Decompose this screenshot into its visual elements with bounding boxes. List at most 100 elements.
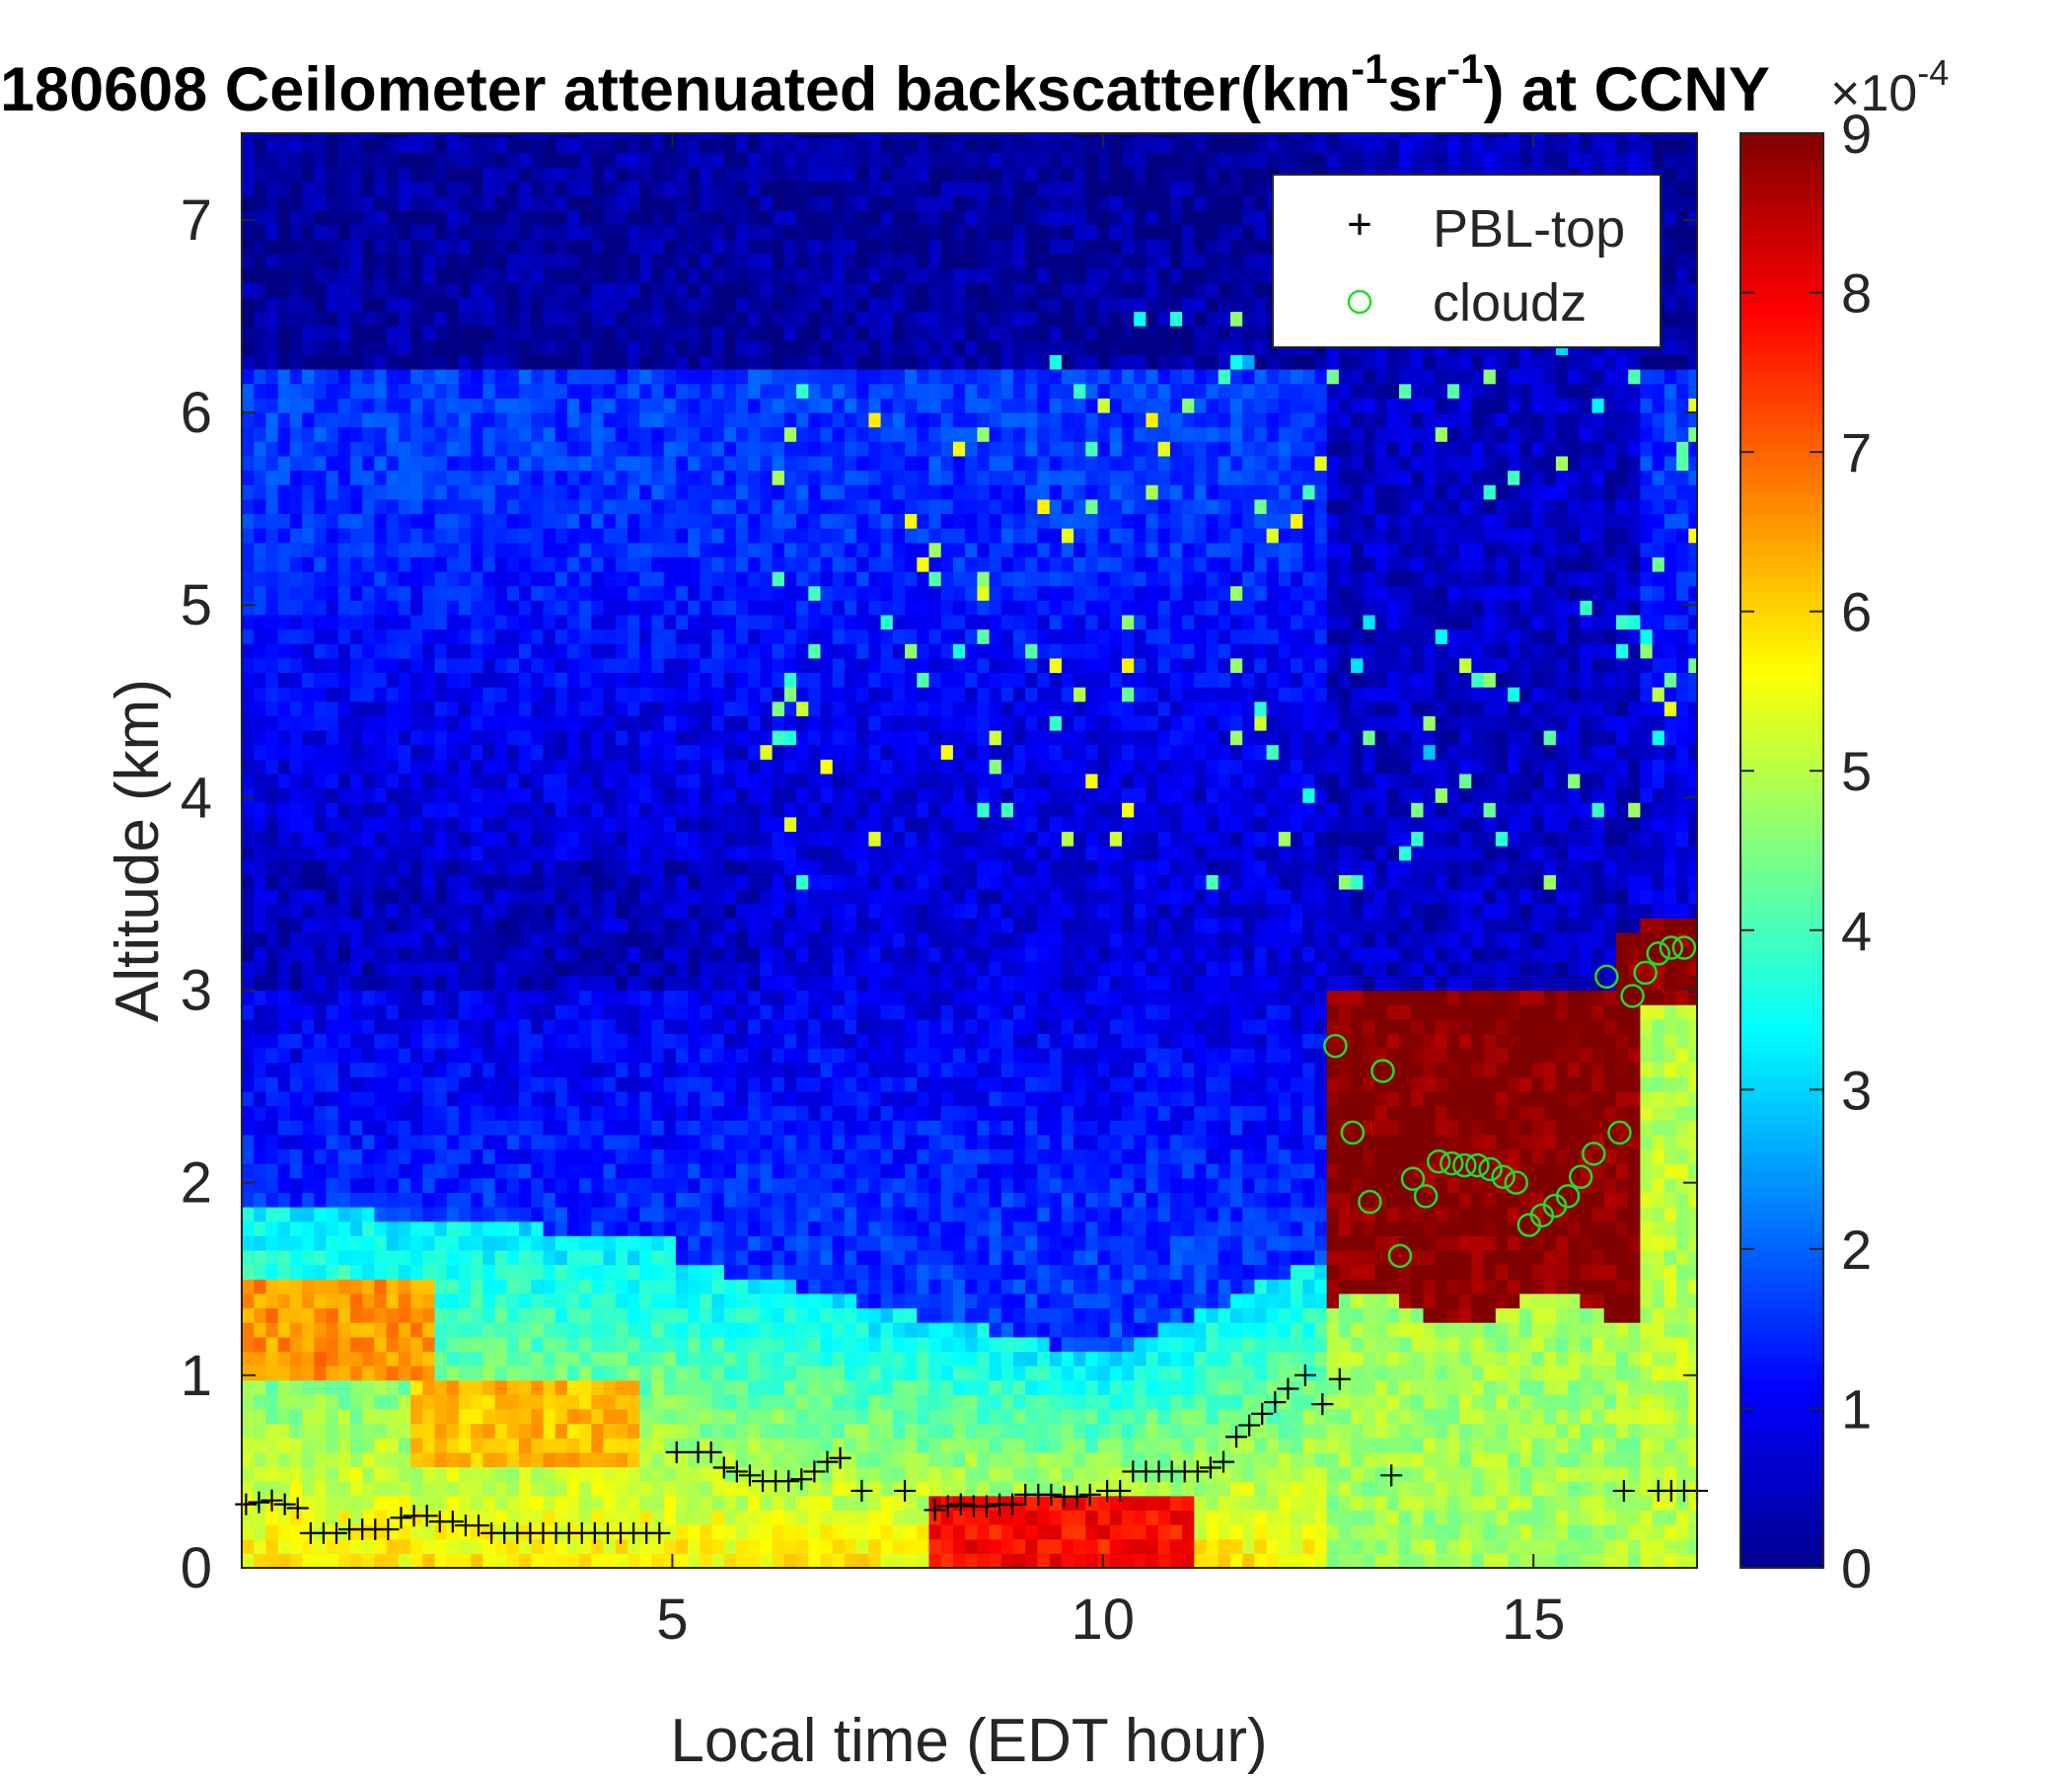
heatmap-cell xyxy=(242,1524,255,1540)
heatmap-cell xyxy=(531,1018,545,1034)
heatmap-cell xyxy=(723,1163,737,1179)
heatmap-cell xyxy=(362,1264,375,1280)
heatmap-cell xyxy=(531,946,545,962)
heatmap-cell xyxy=(675,542,689,557)
heatmap-cell xyxy=(736,846,749,861)
heatmap-cell xyxy=(760,918,774,933)
heatmap-cell xyxy=(362,1018,375,1034)
heatmap-cell xyxy=(277,1336,291,1352)
heatmap-cell xyxy=(736,339,749,355)
heatmap-cell xyxy=(628,1221,640,1236)
heatmap-cell xyxy=(374,701,388,716)
heatmap-cell xyxy=(374,614,388,630)
heatmap-cell xyxy=(628,1481,640,1497)
heatmap-cell xyxy=(639,398,652,413)
heatmap-cell xyxy=(796,470,809,485)
heatmap-cell xyxy=(434,369,448,385)
heatmap-cell xyxy=(326,1192,339,1208)
heatmap-cell xyxy=(289,1048,303,1064)
heatmap-cell xyxy=(603,1033,617,1049)
heatmap-cell xyxy=(494,629,508,644)
heatmap-cell xyxy=(398,210,411,226)
heatmap-cell xyxy=(579,412,592,428)
heatmap-cell xyxy=(639,1438,652,1453)
heatmap-cell xyxy=(820,267,834,283)
heatmap-cell xyxy=(796,528,809,544)
heatmap-cell xyxy=(422,1105,436,1121)
heatmap-cell xyxy=(374,585,388,601)
heatmap-cell xyxy=(242,1379,255,1395)
heatmap-cell xyxy=(723,990,737,1005)
heatmap-cell xyxy=(350,571,363,587)
heatmap-cell xyxy=(446,975,460,992)
heatmap-cell xyxy=(337,585,351,601)
heatmap-cell xyxy=(555,1451,568,1468)
heatmap-cell xyxy=(555,1148,568,1164)
heatmap-cell xyxy=(808,267,822,283)
heatmap-cell xyxy=(446,585,460,601)
heatmap-cell xyxy=(628,1177,640,1193)
heatmap-cell xyxy=(628,1495,640,1511)
heatmap-cell xyxy=(688,556,701,572)
heatmap-cell xyxy=(760,426,774,442)
heatmap-cell xyxy=(410,1307,423,1323)
heatmap-cell xyxy=(688,1192,701,1208)
heatmap-cell xyxy=(736,614,749,630)
heatmap-cell xyxy=(832,1451,846,1468)
heatmap-cell xyxy=(265,542,279,557)
heatmap-cell xyxy=(277,326,291,341)
heatmap-cell xyxy=(337,1394,351,1410)
heatmap-cell xyxy=(723,224,737,240)
heatmap-cell xyxy=(772,874,785,890)
heatmap-cell xyxy=(326,1351,339,1367)
heatmap-cell xyxy=(723,859,737,875)
heatmap-cell xyxy=(254,513,266,529)
heatmap-cell xyxy=(289,498,303,514)
heatmap-cell xyxy=(386,133,400,139)
heatmap-cell xyxy=(760,1366,774,1381)
heatmap-cell xyxy=(579,296,592,313)
heatmap-cell xyxy=(254,1235,266,1251)
heatmap-cell xyxy=(374,498,388,514)
heatmap-cell xyxy=(566,254,580,269)
heatmap-cell xyxy=(494,441,508,457)
heatmap-cell xyxy=(398,1336,411,1352)
heatmap-cell xyxy=(326,773,339,789)
heatmap-cell xyxy=(832,687,846,703)
heatmap-cell xyxy=(519,1495,532,1511)
heatmap-cell xyxy=(603,398,617,413)
heatmap-cell xyxy=(700,1438,713,1453)
heatmap-cell xyxy=(289,1235,303,1251)
heatmap-cell xyxy=(265,701,279,716)
heatmap-cell xyxy=(723,1004,737,1020)
heatmap-cell xyxy=(748,441,761,457)
heatmap-cell xyxy=(832,1091,846,1107)
heatmap-cell xyxy=(543,802,556,818)
heatmap-cell xyxy=(302,787,315,803)
heatmap-cell xyxy=(555,1351,568,1367)
heatmap-cell xyxy=(628,600,640,616)
heatmap-cell xyxy=(326,1379,339,1395)
heatmap-cell xyxy=(302,181,315,196)
heatmap-cell xyxy=(434,339,448,355)
heatmap-cell xyxy=(772,311,785,327)
heatmap-cell xyxy=(446,1366,460,1381)
heatmap-cell xyxy=(760,1553,774,1569)
heatmap-cell xyxy=(675,282,689,298)
heatmap-cell xyxy=(254,643,266,659)
heatmap-cell xyxy=(254,1207,266,1222)
heatmap-cell xyxy=(639,961,652,977)
heatmap-cell xyxy=(434,701,448,716)
heatmap-cell xyxy=(832,1466,846,1482)
heatmap-cell xyxy=(736,1379,749,1395)
heatmap-cell xyxy=(555,571,568,587)
heatmap-cell xyxy=(603,556,617,572)
heatmap-cell xyxy=(302,1524,315,1540)
heatmap-cell xyxy=(265,1379,279,1395)
heatmap-cell xyxy=(723,1207,737,1222)
heatmap-cell xyxy=(628,585,640,601)
heatmap-cell xyxy=(458,224,472,240)
heatmap-cell xyxy=(555,210,568,226)
heatmap-cell xyxy=(760,1279,774,1295)
heatmap-cell xyxy=(663,802,677,818)
